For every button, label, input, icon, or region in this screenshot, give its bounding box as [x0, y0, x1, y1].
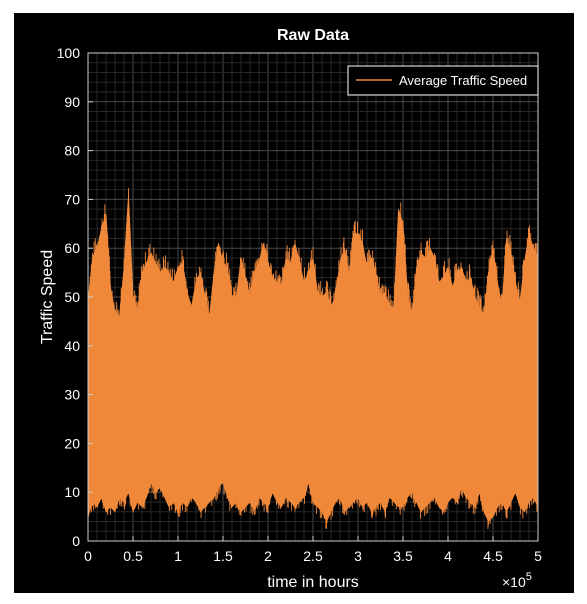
- series-spikes: [87, 188, 538, 529]
- y-tick-label: 40: [64, 338, 80, 354]
- y-tick-labels: 0 10 20 30 40 50 60 70 80 90 100: [57, 45, 81, 549]
- x-tick-label: 1.5: [213, 548, 233, 564]
- x-axis-label: time in hours: [267, 574, 359, 591]
- y-tick-label: 60: [64, 240, 80, 256]
- x-tick-label: 0.5: [123, 548, 143, 564]
- chart-svg: 0 0.5 1 1.5 2 2.5 3 3.5 4 4.5 5 0 10 20 30 40 50 60 70 80 9…: [39, 27, 542, 591]
- x-tick-labels: 0 0.5 1 1.5 2 2.5 3 3.5 4 4.5 5: [84, 548, 542, 564]
- x-tick-label: 1: [174, 548, 182, 564]
- x-tick-label: 5: [534, 548, 542, 564]
- y-tick-label: 20: [64, 435, 80, 451]
- x-tick-label: 2.5: [303, 548, 323, 564]
- x-multiplier-base: ×10: [502, 574, 526, 590]
- y-tick-label: 30: [64, 387, 80, 403]
- y-tick-label: 50: [64, 289, 80, 305]
- y-tick-label: 90: [64, 94, 80, 110]
- axes: [87, 52, 539, 542]
- y-tick-label: 0: [72, 533, 80, 549]
- chart-figure: 0 0.5 1 1.5 2 2.5 3 3.5 4 4.5 5 0 10 20 30 40 50 60 70 80 9…: [14, 13, 574, 593]
- x-tick-label: 0: [84, 548, 92, 564]
- x-tick-label: 3.5: [393, 548, 413, 564]
- x-exponent-multiplier: ×105: [502, 571, 532, 590]
- legend: Average Traffic Speed: [347, 65, 539, 96]
- y-tick-label: 100: [57, 45, 81, 61]
- x-multiplier-exponent: 5: [526, 571, 532, 583]
- y-tick-label: 80: [64, 143, 80, 159]
- chart-title: Raw Data: [277, 27, 349, 44]
- legend-label: Average Traffic Speed: [399, 73, 527, 88]
- y-tick-label: 70: [64, 191, 80, 207]
- y-axis-label: Traffic Speed: [39, 250, 56, 344]
- y-tick-label: 10: [64, 484, 80, 500]
- x-tick-label: 3: [354, 548, 362, 564]
- x-tick-label: 4: [444, 548, 452, 564]
- x-tick-label: 4.5: [483, 548, 503, 564]
- x-tick-label: 2: [264, 548, 272, 564]
